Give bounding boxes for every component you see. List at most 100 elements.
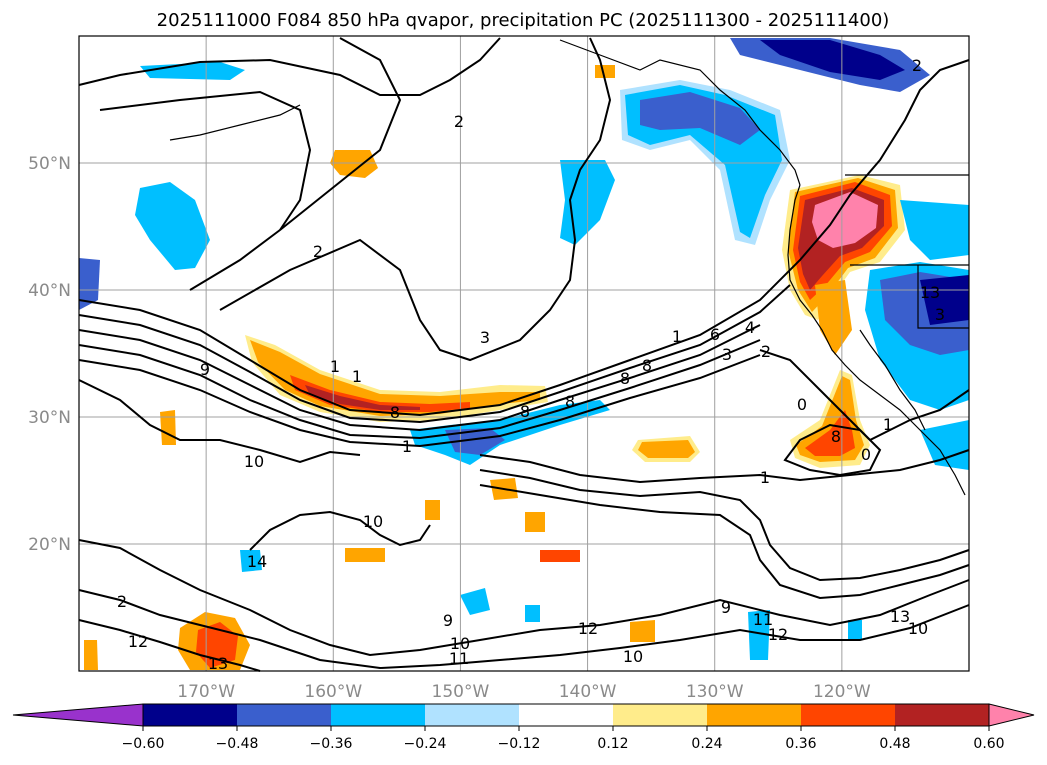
shade-pos-small1 [330,150,378,178]
lat-label: 20°N [28,535,71,555]
colorbar-segment [895,704,989,726]
shade-neg-cyan-ne [900,200,969,260]
lat-label: 40°N [28,281,71,301]
contour-label: 1 [672,327,682,346]
lat-lon-grid [79,36,969,671]
colorbar-tick-label: 0.60 [973,736,1004,752]
shade-pos-small3 [345,548,385,562]
map-background [79,36,969,671]
colorbar-tick-label: −0.36 [310,736,353,752]
longitude-labels: 170°W 160°W 150°W 140°W 130°W 120°W [177,682,871,702]
colorbar-segment [801,704,895,726]
contour-line [479,469,970,582]
contour-label: 3 [935,305,945,324]
shade-pos-orange-mid [638,440,695,458]
border-state2 [917,265,969,329]
map-title: 2025111000 F084 850 hPa qvapor, precipit… [157,10,890,31]
contour-line [783,423,882,477]
contour-label: 6 [710,325,720,344]
shade-pos-darkred-jet [305,385,420,410]
contour-label: 8 [390,403,400,422]
contour-line [78,59,970,417]
contour-label: 12 [578,619,598,638]
shade-neg-small5 [525,605,540,622]
contour-label: 10 [450,634,470,653]
contour-label: 3 [480,328,490,347]
contour-label: 2 [454,112,464,131]
contour-line [78,354,761,448]
lon-label: 120°W [813,682,871,702]
contour-label: 8 [565,392,575,411]
colorbar-segment [143,704,237,726]
contour-line [78,324,761,432]
shade-pos-small9 [630,620,655,642]
shade-neg-cyan-west [135,182,210,270]
shade-neg-small1 [460,588,490,615]
shade-pos-yellow-sw [84,640,98,670]
contour-label: 8 [620,369,630,388]
lat-label: 50°N [28,154,71,174]
contour-label: 11 [753,610,773,629]
colorbar-segment [519,704,613,726]
contour-line [219,37,612,362]
shade-pos-small4 [540,550,580,562]
contour-label: 13 [920,283,940,302]
colorbar: −0.60 −0.48 −0.36 −0.24 −0.12 0.12 0.24 0.36 0.4… [12,703,1035,752]
contour-label: 13 [208,654,228,673]
colorbar-segment [331,704,425,726]
shade-pos-small7 [425,500,440,520]
shade-pos-red-jet [290,375,470,412]
lon-label: 160°W [304,682,362,702]
contour-line [78,339,761,440]
colorbar-extend-high [988,703,1035,727]
contour-label: 1 [330,357,340,376]
shade-neg-small4 [848,620,862,640]
colorbar-segment [613,704,707,726]
contour-line [249,510,431,551]
colorbar-tick-label: −0.48 [216,736,259,752]
contour-label: 0 [797,395,807,414]
contour-label: 2 [912,56,922,75]
map-frame [78,35,970,672]
contour-label: 1 [352,367,362,386]
contour-label: 1 [402,437,412,456]
colorbar-tick-label: 0.24 [691,736,722,752]
colorbar-tick-label: −0.24 [404,736,447,752]
colorbar-tick-label: −0.12 [498,736,541,752]
lon-label: 170°W [177,682,235,702]
contour-label: 4 [745,318,755,337]
contour-line [479,484,970,600]
lon-label: 130°W [686,682,744,702]
shade-neg-cyan-far-w [79,258,100,310]
contour-label: 9 [443,611,453,630]
qvapor-contours [78,37,970,672]
contour-label: 8 [642,356,652,375]
contour-label: 1 [760,468,770,487]
shade-neg-navy-e [920,275,969,325]
contour-label: 11 [449,649,469,668]
colorbar-tick-label: 0.36 [785,736,816,752]
contour-line [189,37,402,291]
contour-label: 14 [247,552,267,571]
contour-label: 9 [721,598,731,617]
shade-pos-small6 [595,65,615,78]
lon-label: 150°W [432,682,490,702]
contour-label: 12 [768,625,788,644]
colorbar-frame [142,703,990,727]
contour-line [78,37,501,96]
shade-neg-blue-ak [640,92,760,145]
contour-label: 13 [890,607,910,626]
contour-label: 2 [761,342,771,361]
contour-label: 10 [244,452,264,471]
shade-pos-small10 [815,280,852,355]
contour-label: 10 [908,619,928,638]
contour-label: 3 [722,345,732,364]
contour-label: 0 [861,445,871,464]
contour-line [78,284,791,424]
colorbar-extend-low [12,703,144,727]
contour-label: 9 [200,360,210,379]
coast-west-us [787,184,966,496]
contour-label: 12 [128,632,148,651]
coast-aleutians [169,104,301,141]
